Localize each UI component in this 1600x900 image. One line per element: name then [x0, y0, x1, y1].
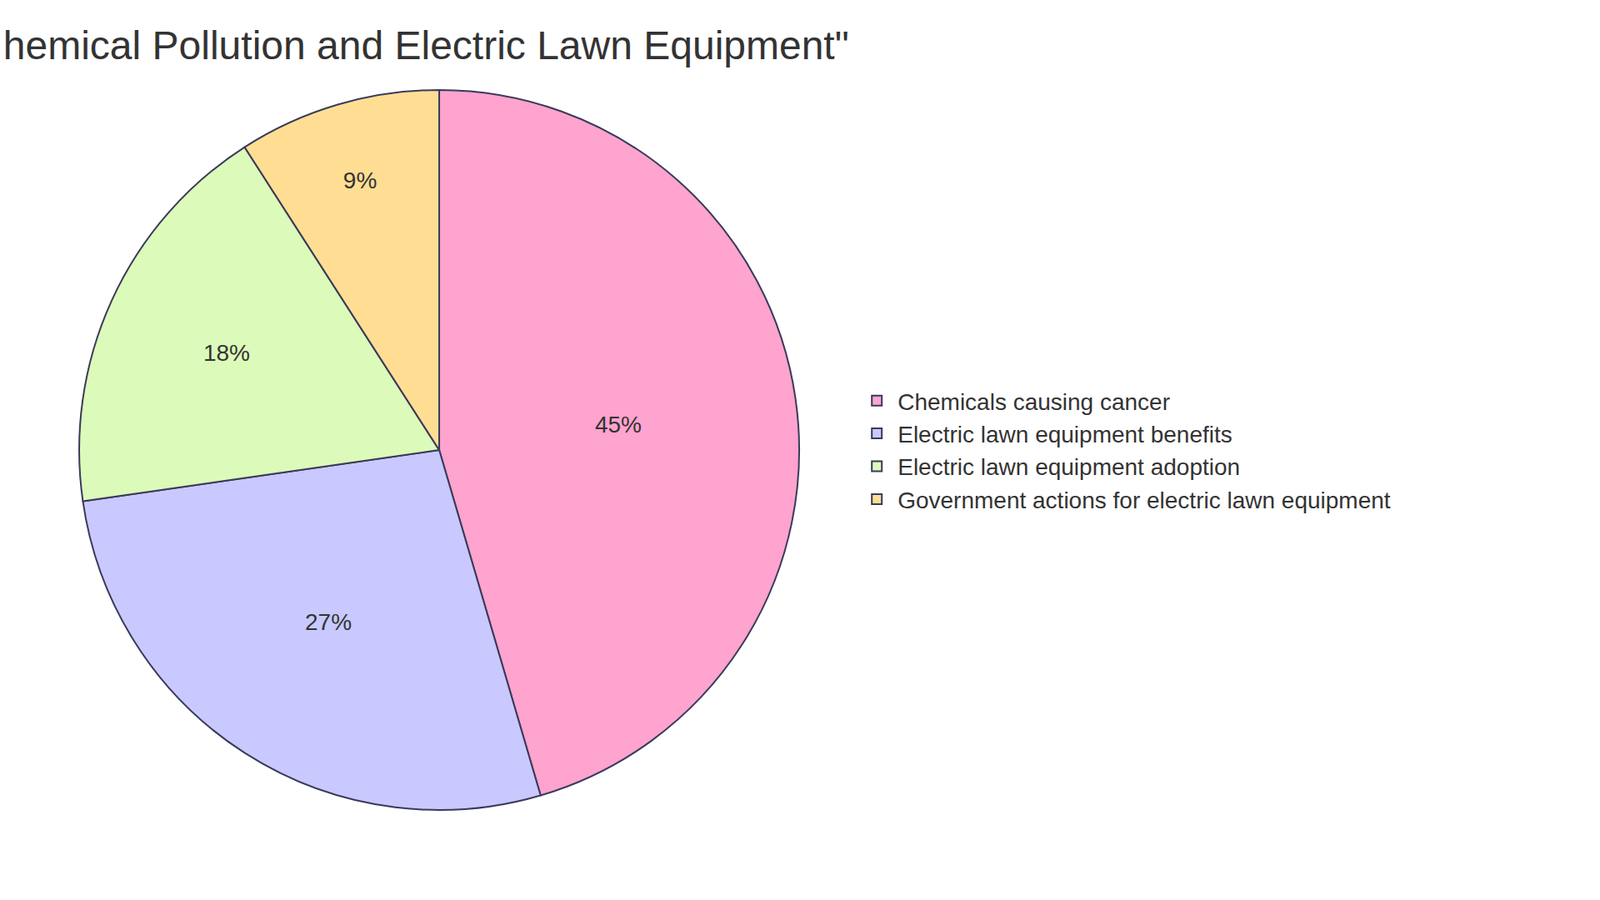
- svg-text:Electric lawn equipment adopti: Electric lawn equipment adoption: [897, 454, 1240, 480]
- svg-text:Chemicals causing cancer: Chemicals causing cancer: [897, 389, 1170, 415]
- svg-text:27%: 27%: [305, 609, 352, 635]
- svg-text:Electric lawn equipment benefi: Electric lawn equipment benefits: [897, 421, 1233, 448]
- svg-text:18%: 18%: [203, 340, 250, 366]
- svg-text:45%: 45%: [595, 411, 642, 438]
- svg-text:Government actions for electri: Government actions for electric lawn equ…: [897, 487, 1391, 514]
- svg-text:hemical Pollution and Electric: hemical Pollution and Electric Lawn Equi…: [3, 23, 850, 68]
- svg-text:9%: 9%: [343, 167, 377, 194]
